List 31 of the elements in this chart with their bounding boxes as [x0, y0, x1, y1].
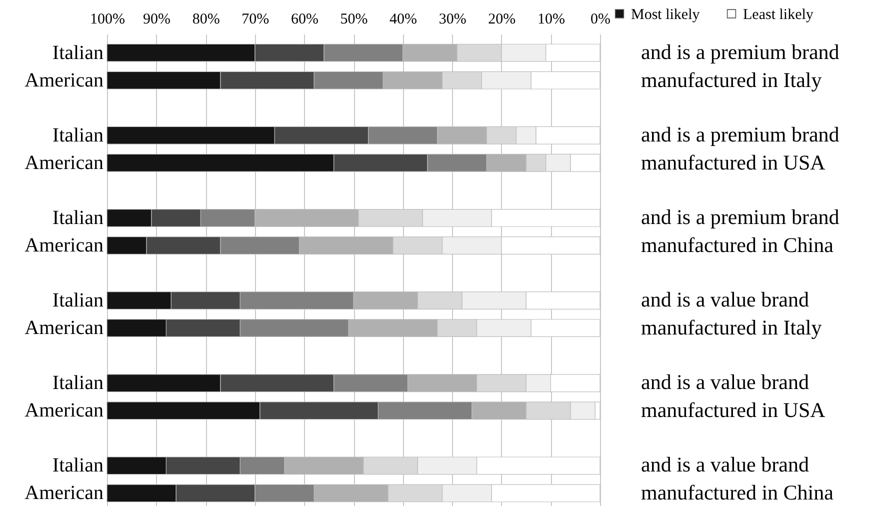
text: and is a premium brand manufactured in USA — [641, 122, 840, 174]
text: and is a value brand manufactured in China — [641, 452, 834, 505]
x-tick-label: 70% — [242, 12, 270, 28]
y-tick-label: Italian — [52, 372, 104, 394]
x-tick-label: 0% — [590, 12, 610, 28]
y-tick-label: American — [24, 69, 104, 92]
text: and is a premium brand manufactured in Italy — [641, 40, 840, 92]
y-tick-label: Italian — [52, 454, 104, 477]
y-tick-label: American — [24, 400, 104, 422]
text: Least likely — [743, 6, 814, 23]
x-tick-label: 40% — [390, 12, 418, 28]
y-tick-label: American — [24, 482, 104, 504]
y-tick-label: American — [24, 152, 104, 174]
x-tick-label: 80% — [192, 12, 220, 28]
x-tick-label: 90% — [143, 12, 171, 28]
x-tick-label: 20% — [488, 12, 516, 28]
y-tick-label: American — [24, 317, 104, 340]
y-tick-label: Italian — [52, 206, 104, 229]
y-tick-label: Italian — [52, 290, 104, 312]
text: and is a value brand manufactured in Italy — [641, 288, 822, 340]
x-tick-label: 100% — [90, 12, 125, 28]
text: and is a value brand manufactured in USA — [641, 370, 826, 422]
legend-label: Most likely — [631, 6, 700, 23]
y-tick-label: Italian — [52, 42, 104, 64]
x-tick-label: 50% — [340, 12, 368, 28]
y-tick-label: Italian — [52, 124, 104, 146]
x-tick-label: 30% — [438, 12, 466, 28]
y-tick-label: American — [24, 234, 104, 256]
text: and is a premium brand manufactured in China — [641, 204, 840, 257]
x-tick-label: 60% — [290, 12, 318, 28]
x-tick-label: 10% — [537, 12, 565, 28]
